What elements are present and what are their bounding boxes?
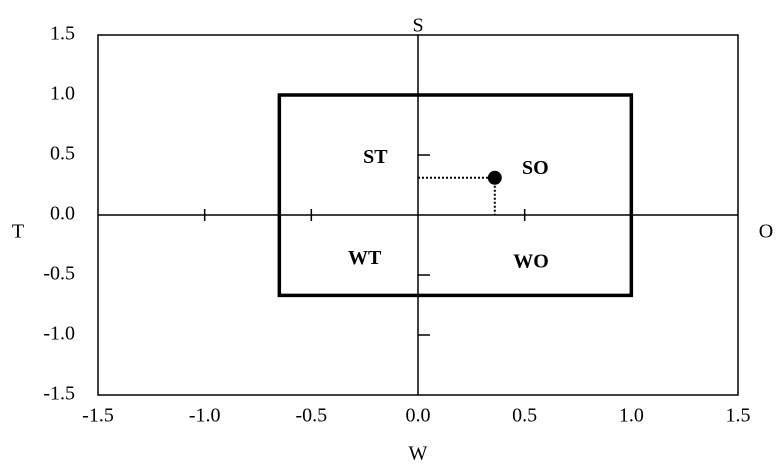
x-tick-label: -1.5 — [82, 405, 114, 427]
quadrant-label: SO — [522, 157, 549, 179]
right-label: O — [759, 221, 773, 243]
x-axis-label: W — [409, 443, 428, 465]
x-tick-label: 1.0 — [619, 405, 644, 427]
x-tick-label: 0.0 — [406, 405, 431, 427]
position-point — [487, 170, 502, 185]
quadrant-label: WT — [348, 247, 382, 269]
x-tick-label: -1.0 — [189, 405, 221, 427]
x-tick-label: 0.5 — [512, 405, 537, 427]
y-axis-label: S — [412, 15, 423, 37]
y-tick-label: 1.5 — [50, 23, 75, 45]
y-tick-label: -0.5 — [43, 263, 75, 285]
y-tick-label: 0.0 — [50, 203, 75, 225]
y-tick-label: 1.0 — [50, 83, 75, 105]
x-tick-label: -0.5 — [295, 405, 327, 427]
y-tick-label: 0.5 — [50, 143, 75, 165]
strategy-region — [277, 93, 634, 298]
quadrant-label: WO — [513, 251, 549, 273]
left-label: T — [12, 221, 24, 243]
y-tick-label: -1.0 — [43, 323, 75, 345]
quadrant-label: ST — [363, 146, 388, 168]
y-tick-label: -1.5 — [43, 383, 75, 405]
x-tick-label: 1.5 — [726, 405, 751, 427]
